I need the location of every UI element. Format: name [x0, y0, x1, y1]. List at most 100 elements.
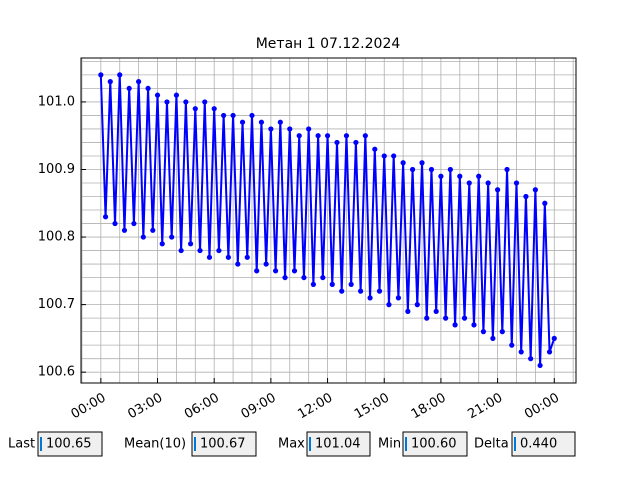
point — [471, 322, 477, 328]
field-label: Delta — [474, 437, 509, 452]
point — [542, 200, 548, 206]
point — [296, 133, 302, 139]
point — [343, 133, 350, 139]
point — [476, 173, 482, 179]
point — [490, 335, 496, 342]
plot-frame — [80, 57, 577, 384]
point — [523, 193, 529, 200]
point — [329, 281, 335, 287]
point — [405, 308, 411, 314]
point — [461, 315, 468, 321]
point — [107, 79, 113, 85]
field-label: Min — [378, 437, 401, 452]
field-value: 100.65 — [46, 437, 92, 452]
point — [136, 79, 142, 85]
point — [301, 274, 307, 281]
point — [409, 166, 416, 173]
point — [315, 133, 321, 139]
point — [386, 302, 392, 308]
field-value: 101.04 — [315, 437, 361, 452]
point — [287, 126, 293, 132]
point — [216, 247, 222, 254]
point — [282, 274, 288, 281]
point — [509, 342, 515, 348]
chart-title: Метан 1 07.12.2024 — [256, 36, 401, 52]
field-label: Last — [8, 437, 35, 452]
point — [211, 106, 217, 112]
point — [414, 302, 420, 308]
point — [235, 261, 241, 267]
y-tick-label: 100.7 — [38, 297, 75, 312]
point — [244, 254, 250, 260]
field-label: Mean(10) — [124, 437, 186, 452]
field-label: Max — [278, 437, 305, 452]
point — [310, 281, 316, 287]
point — [258, 119, 265, 125]
point — [433, 308, 439, 314]
point — [528, 356, 534, 362]
point — [239, 119, 246, 125]
point — [513, 180, 520, 186]
y-tick-label: 101.0 — [38, 94, 75, 109]
point — [367, 295, 373, 301]
point — [164, 99, 170, 105]
point — [400, 160, 406, 166]
point — [381, 153, 387, 159]
point — [452, 322, 458, 328]
point — [447, 166, 453, 173]
point — [466, 180, 472, 186]
point — [499, 329, 505, 335]
point — [443, 315, 449, 321]
point — [121, 227, 128, 233]
y-tick-label: 100.6 — [38, 365, 75, 380]
point — [339, 288, 345, 294]
point — [306, 126, 312, 132]
point — [391, 153, 397, 159]
point — [537, 362, 543, 369]
point — [291, 268, 298, 274]
field-value: 100.60 — [411, 437, 457, 452]
field-box — [37, 431, 103, 457]
point — [145, 85, 151, 92]
point — [173, 92, 180, 98]
point — [126, 85, 132, 92]
point — [169, 234, 175, 240]
point — [230, 112, 236, 119]
field-box — [191, 431, 257, 457]
point — [206, 254, 213, 260]
point — [268, 126, 274, 132]
field-box — [402, 431, 468, 457]
point — [353, 139, 359, 146]
point — [131, 220, 137, 227]
y-tick-label: 100.9 — [38, 162, 75, 177]
y-tick-label: 100.8 — [38, 230, 75, 245]
point — [362, 133, 368, 139]
point — [532, 187, 538, 193]
point — [197, 247, 203, 254]
point — [518, 349, 524, 355]
point — [320, 274, 326, 281]
point — [504, 166, 510, 173]
point — [395, 295, 402, 301]
point — [117, 72, 123, 78]
point — [221, 112, 227, 119]
field-box — [306, 431, 371, 457]
point — [324, 133, 331, 139]
point — [334, 139, 340, 146]
point — [272, 268, 279, 274]
point — [225, 254, 231, 260]
point — [494, 187, 501, 193]
point — [419, 160, 425, 166]
point — [192, 106, 198, 112]
point — [372, 146, 378, 152]
point — [424, 315, 430, 321]
field-value: 0.440 — [520, 437, 557, 452]
point — [376, 288, 383, 294]
point — [183, 99, 189, 105]
point — [551, 335, 557, 342]
point — [98, 72, 104, 78]
field-box — [511, 431, 576, 457]
point — [485, 180, 491, 186]
point — [358, 288, 364, 294]
